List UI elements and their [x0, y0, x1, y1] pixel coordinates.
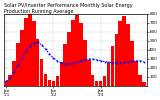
- Bar: [60, 62, 63, 86]
- Bar: [75, 15, 79, 86]
- Bar: [52, 81, 55, 86]
- Bar: [122, 16, 126, 86]
- Bar: [24, 18, 28, 86]
- Bar: [40, 59, 43, 86]
- Bar: [126, 24, 130, 86]
- Bar: [79, 23, 83, 86]
- Bar: [107, 63, 110, 86]
- Bar: [103, 76, 106, 86]
- Bar: [71, 20, 75, 86]
- Bar: [56, 76, 59, 86]
- Bar: [16, 43, 20, 86]
- Bar: [111, 46, 114, 86]
- Bar: [12, 61, 16, 86]
- Bar: [118, 21, 122, 86]
- Text: Solar PV/Inverter Performance Monthly Solar Energy Production Running Average: Solar PV/Inverter Performance Monthly So…: [4, 3, 132, 14]
- Bar: [28, 14, 32, 86]
- Bar: [4, 81, 8, 86]
- Bar: [48, 80, 51, 86]
- Bar: [83, 40, 87, 86]
- Bar: [20, 30, 24, 86]
- Bar: [91, 75, 95, 86]
- Bar: [44, 74, 47, 86]
- Bar: [99, 81, 102, 86]
- Bar: [138, 76, 142, 86]
- Bar: [95, 81, 98, 86]
- Bar: [64, 44, 67, 86]
- Bar: [87, 60, 91, 86]
- Bar: [8, 75, 12, 86]
- Bar: [130, 41, 134, 86]
- Bar: [67, 32, 71, 86]
- Bar: [115, 34, 118, 86]
- Bar: [32, 21, 36, 86]
- Bar: [142, 82, 146, 86]
- Bar: [36, 39, 40, 86]
- Bar: [134, 61, 138, 86]
